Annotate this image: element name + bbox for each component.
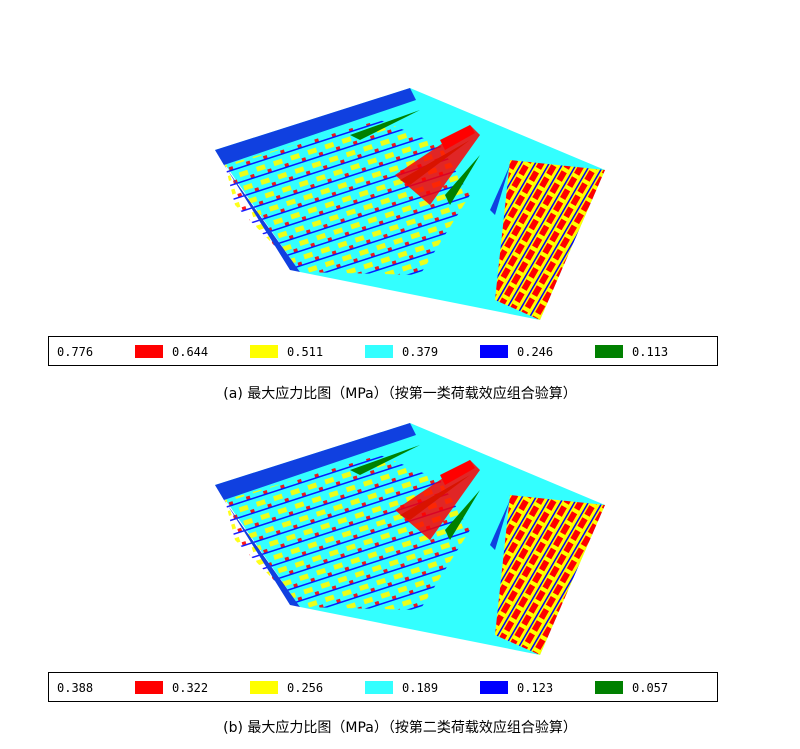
legend-value: 0.644 [172, 345, 209, 359]
legend: 0.776 0.644 0.511 0.379 0.246 0.113 [48, 336, 718, 366]
caption: (a) 最大应力比图（MPa）（按第一类荷载效应组合验算） [223, 386, 577, 402]
legend-value: 0.322 [172, 681, 209, 695]
legend-value: 0.057 [632, 681, 669, 695]
legend-swatch [365, 681, 393, 694]
caption: (b) 最大应力比图（MPa）（按第二类荷载效应组合验算） [223, 720, 577, 736]
legend-value: 0.246 [517, 345, 554, 359]
legend-value: 0.123 [517, 681, 554, 695]
legend-value: 0.113 [632, 345, 669, 359]
legend-swatch [480, 681, 508, 694]
legend-swatch [365, 345, 393, 358]
legend-max-value: 0.776 [57, 345, 94, 359]
legend-max-value: 0.388 [57, 681, 94, 695]
legend-swatch [135, 345, 163, 358]
legend-swatch [250, 345, 278, 358]
legend-swatch [480, 345, 508, 358]
legend: 0.388 0.322 0.256 0.189 0.123 0.057 [48, 672, 718, 702]
stress-contour-plot [215, 423, 605, 655]
legend-value: 0.256 [287, 681, 324, 695]
legend-swatch [595, 345, 623, 358]
stress-contour-plot [215, 88, 605, 320]
legend-value: 0.511 [287, 345, 324, 359]
legend-swatch [595, 681, 623, 694]
legend-swatch [250, 681, 278, 694]
legend-value: 0.379 [402, 345, 439, 359]
legend-swatch [135, 681, 163, 694]
legend-value: 0.189 [402, 681, 439, 695]
